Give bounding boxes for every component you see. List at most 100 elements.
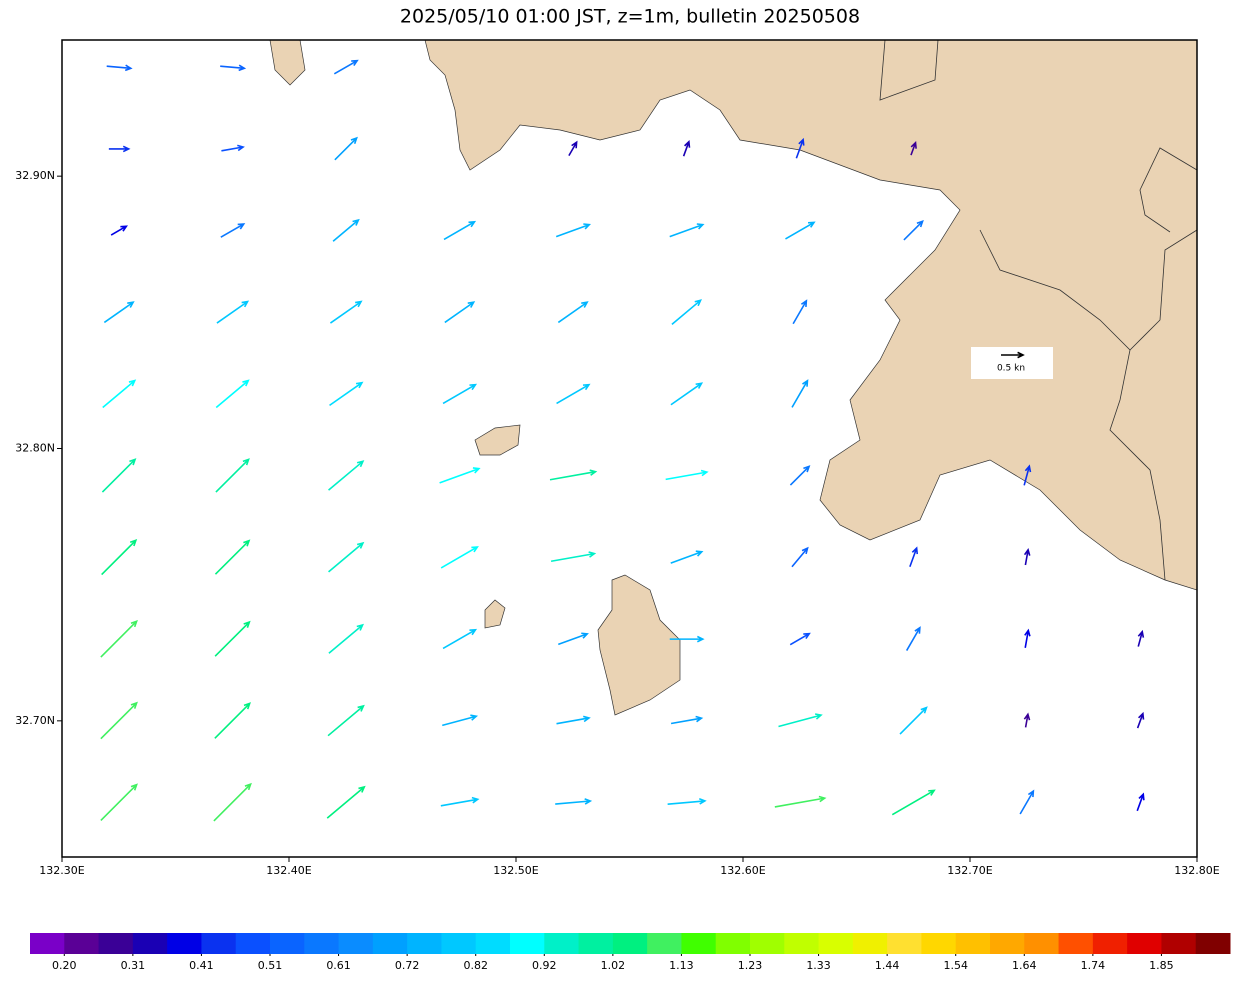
colorbar-label: 0.41 (189, 959, 214, 972)
colorbar-swatch (1161, 933, 1197, 954)
current-arrow (682, 139, 691, 157)
current-arrow (328, 541, 365, 573)
current-arrow (556, 383, 591, 405)
current-arrow (439, 467, 481, 484)
colorbar-swatch (647, 933, 682, 954)
current-arrow (1023, 712, 1031, 728)
current-arrow (891, 789, 936, 816)
current-arrow (670, 382, 704, 406)
current-arrow (440, 546, 479, 569)
current-arrow (221, 144, 245, 152)
colorbar-label: 1.02 (601, 959, 626, 972)
colorbar-label: 0.82 (463, 959, 488, 972)
current-arrow (568, 140, 578, 157)
colorbar-swatch (612, 933, 648, 954)
current-arrow (669, 223, 705, 238)
x-tick-label: 132.40E (266, 864, 311, 877)
colorbar-swatch (475, 933, 511, 954)
border-line (879, 40, 939, 101)
land (269, 40, 306, 86)
current-arrow (213, 782, 252, 822)
current-arrow (220, 223, 246, 238)
current-arrow (101, 458, 137, 493)
colorbar-swatch (578, 933, 614, 954)
current-arrow (443, 220, 477, 241)
current-arrow (110, 225, 128, 236)
colorbar-label: 1.23 (738, 959, 763, 972)
current-arrow (789, 632, 811, 646)
colorbar-swatch (338, 933, 374, 954)
current-arrow (329, 381, 364, 407)
current-arrow (669, 635, 705, 643)
reference-box (971, 347, 1053, 379)
colorbar-label: 1.13 (669, 959, 694, 972)
colorbar-label: 1.33 (806, 959, 831, 972)
current-arrow (665, 469, 709, 481)
colorbar-label: 1.64 (1012, 959, 1037, 972)
colorbar-swatch (235, 933, 271, 954)
current-arrow (905, 626, 921, 651)
current-arrow (789, 465, 811, 486)
current-arrow (214, 702, 251, 739)
colorbar-swatch (818, 933, 854, 954)
current-arrow (791, 546, 809, 568)
border-line (1129, 229, 1197, 351)
reference-label: 0.5 kn (997, 364, 1025, 374)
land (424, 40, 1197, 591)
colorbar-swatch (544, 933, 580, 954)
current-arrow (670, 715, 704, 725)
current-arrow (106, 64, 133, 72)
current-arrow (671, 299, 702, 325)
colorbar-swatch (681, 933, 717, 954)
current-arrow (555, 223, 592, 238)
current-arrow (215, 379, 250, 409)
current-arrow (329, 300, 363, 324)
y-tick-label: 32.70N (15, 714, 55, 727)
colorbar-label: 0.92 (532, 959, 557, 972)
arrow-field (100, 59, 1145, 822)
island (474, 424, 521, 456)
colorbar-swatch (167, 933, 202, 954)
colorbar-swatch (510, 933, 545, 954)
current-arrow (670, 550, 704, 564)
colorbar-swatch (132, 933, 168, 954)
colorbar-label: 1.54 (943, 959, 968, 972)
current-arrow (1136, 711, 1145, 729)
current-arrow (214, 539, 251, 575)
chart-title: 2025/05/10 01:00 JST, z=1m, bulletin 202… (400, 6, 860, 28)
colorbar-swatch (887, 933, 922, 954)
colorbar-swatch (201, 933, 237, 954)
current-arrow (102, 379, 137, 409)
current-arrow (326, 785, 366, 819)
current-arrow (1136, 792, 1145, 812)
colorbar-swatch (990, 933, 1025, 954)
current-arrow (328, 460, 365, 491)
current-arrow (334, 136, 358, 161)
colorbar-swatch (1092, 933, 1128, 954)
current-arrow (899, 706, 928, 735)
colorbar-swatch (441, 933, 477, 954)
colorbar-label: 1.74 (1081, 959, 1106, 972)
current-arrow (100, 619, 138, 658)
current-arrow (332, 218, 360, 242)
current-arrow (909, 546, 919, 568)
current-arrow (214, 620, 251, 657)
colorbar-swatch (30, 933, 65, 954)
current-arrow (795, 137, 805, 159)
colorbar-label: 1.44 (875, 959, 900, 972)
island (484, 599, 506, 629)
current-arrow (549, 469, 598, 481)
colorbar-swatch (1058, 933, 1094, 954)
current-arrow (220, 64, 247, 72)
x-tick-label: 132.30E (39, 864, 84, 877)
colorbar-swatch (1024, 933, 1060, 954)
colorbar-swatch (852, 933, 888, 954)
current-arrow (215, 458, 250, 493)
reference-arrow (1001, 351, 1025, 359)
colorbar-swatch (304, 933, 340, 954)
current-arrow (1024, 628, 1031, 648)
border-line (979, 229, 1166, 581)
colorbar-swatch (98, 933, 134, 954)
colorbar-swatch (1195, 933, 1231, 954)
